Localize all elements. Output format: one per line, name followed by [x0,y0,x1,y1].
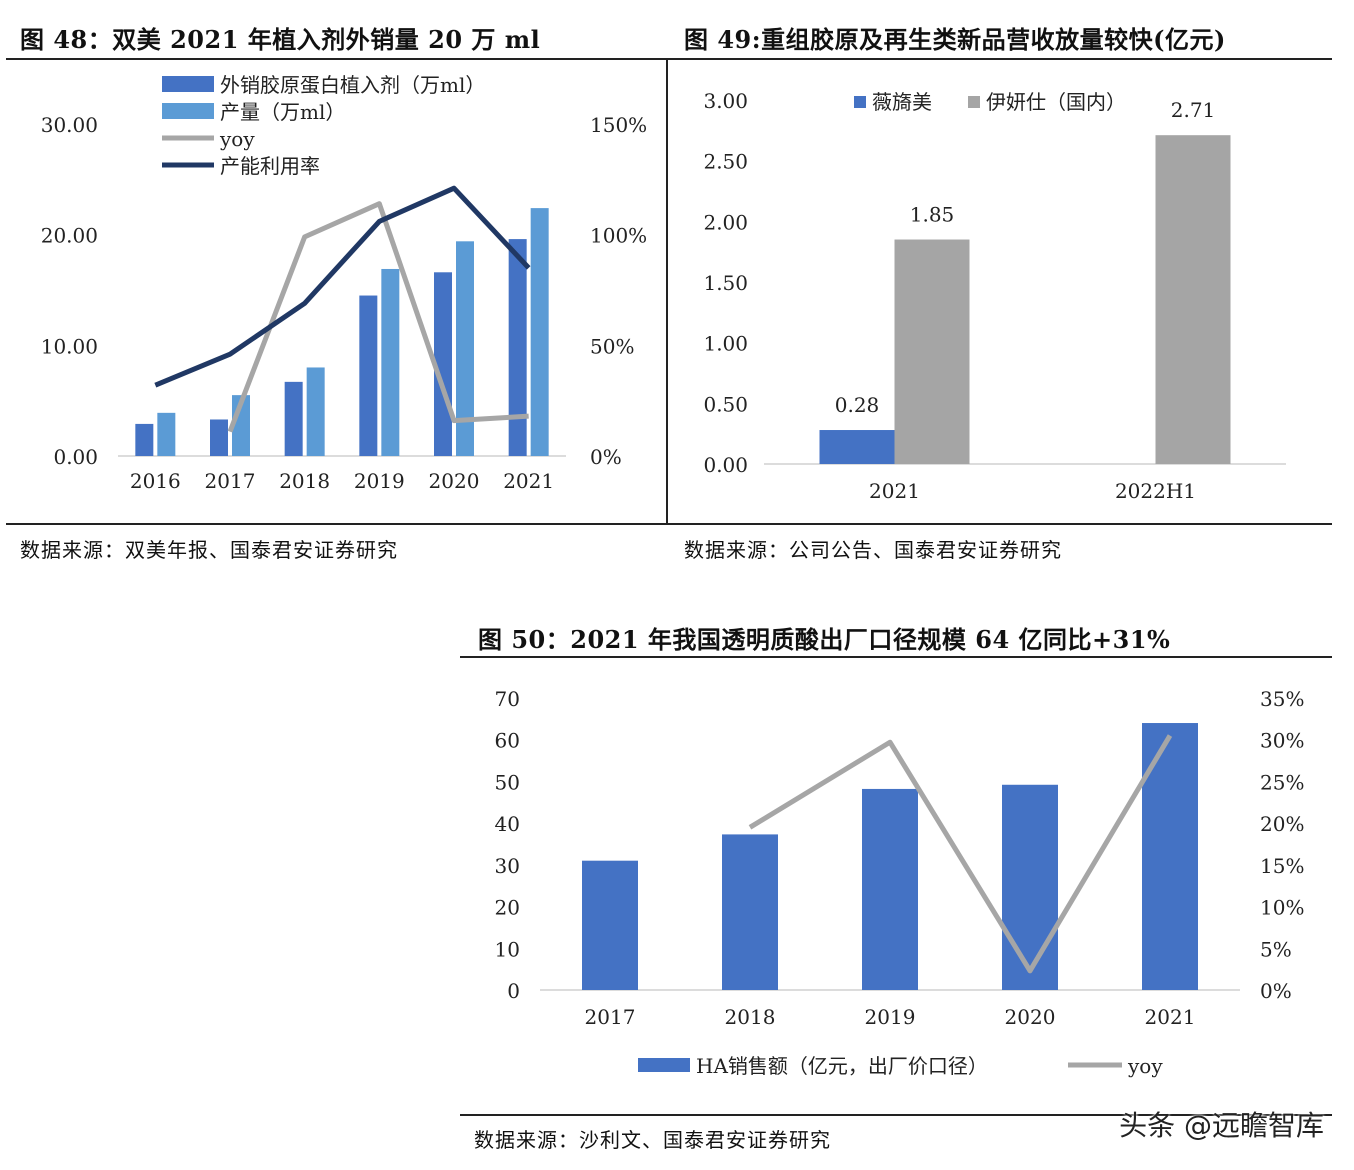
bar-0-4 [434,272,452,456]
legend-swatch-0 [854,96,866,108]
legend-label-0: HA销售额（亿元，出厂价口径） [696,1054,988,1078]
legend-label-3: 产能利用率 [220,154,320,178]
chart-50: 0 10 20 30 40 50 60 70 0% 5% 10% 15% 20% 25% 30% 35% 201… [495,687,1305,1078]
bar-0-0 [135,423,154,456]
y2-tick-label: 0% [1260,979,1292,1003]
mid-rule [6,523,1332,525]
y-tick-label: 1.00 [703,332,748,356]
y2-tick-label: 0% [590,445,622,469]
y-tick-label: 2.50 [703,150,748,174]
bar-1-2 [306,367,325,456]
x-tick-label: 2017 [585,1005,636,1029]
bar-0-1 [210,419,228,456]
x-tick-label: 2018 [279,469,330,493]
x-tick-label: 2017 [205,469,256,493]
y2-tick-label: 35% [1260,687,1304,711]
legend-label-2: yoy [219,127,255,151]
bar-0-3 [359,295,378,456]
figure-48-source: 数据来源：双美年报、国泰君安证券研究 [20,538,398,562]
y-tick-label: 40 [495,812,520,836]
y-tick-label: 50 [495,770,520,794]
legend-label-0: 薇旖美 [872,90,932,114]
legend-swatch-0 [638,1058,690,1072]
bar-1-0 [894,239,970,464]
bar-1-3 [381,268,400,456]
y-tick-label: 0.00 [53,445,98,469]
chart-49: 0.00 0.50 1.00 1.50 2.00 2.50 3.00 2021 2022H1 0.… [703,89,1286,503]
bar-0-0 [582,860,638,990]
figure-49-source: 数据来源：公司公告、国泰君安证券研究 [684,538,1062,562]
x-tick-label: 2020 [1005,1005,1056,1029]
figure-48-title: 图 48：双美 2021 年植入剂外销量 20 万 ml [20,25,541,54]
chart-48: 0.00 10.00 20.00 30.00 0% 50% 100% 150% 2016 2017… [41,73,647,493]
line-series-3 [154,185,531,388]
top-rule [6,58,1332,60]
y2-tick-label: 50% [590,334,634,358]
figure-50-title: 图 50：2021 年我国透明质酸出厂口径规模 64 亿同比+31% [478,625,1171,654]
y-tick-label: 0 [507,979,520,1003]
data-label-1-1: 2.71 [1171,98,1216,122]
bar-1-0 [157,412,176,456]
y-tick-label: 3.00 [703,89,748,113]
bar-0-0 [819,430,895,464]
bar-0-2 [284,381,303,456]
figure-50-source: 数据来源：沙利文、国泰君安证券研究 [474,1128,831,1152]
bar-1-1 [1155,135,1231,464]
y2-tick-label: 150% [590,113,647,137]
y-tick-label: 0.50 [703,392,748,416]
line-series-2 [227,201,529,433]
y-tick-label: 10 [495,937,520,961]
legend-label-1: yoy [1127,1054,1163,1078]
y2-tick-label: 5% [1260,937,1292,961]
y-tick-label: 2.00 [703,210,748,234]
x-tick-label: 2019 [865,1005,916,1029]
bar-0-1 [722,834,778,990]
y-tick-label: 30 [495,854,520,878]
y-tick-label: 20.00 [41,224,98,248]
y2-tick-label: 30% [1260,729,1304,753]
y-tick-label: 30.00 [41,113,98,137]
bar-0-4 [1142,723,1198,990]
bar-1-5 [530,208,549,456]
x-tick-label: 2021 [1145,1005,1196,1029]
x-tick-label: 2021 [503,469,554,493]
figure-50-bottom-rule [460,1114,1332,1116]
line-series-1 [748,734,1173,974]
legend-swatch-0 [162,76,214,92]
panel-divider [666,58,668,524]
bar-0-5 [508,239,527,456]
x-tick-label: 2019 [354,469,405,493]
y-tick-label: 0.00 [703,453,748,477]
legend-swatch-1 [968,96,980,108]
x-tick-label: 2018 [725,1005,776,1029]
y-tick-label: 60 [495,729,520,753]
y2-tick-label: 20% [1260,812,1304,836]
data-label-0-0: 0.28 [835,393,880,417]
y2-tick-label: 15% [1260,854,1304,878]
y2-tick-label: 25% [1260,770,1304,794]
x-tick-label: 2016 [130,469,181,493]
y-tick-label: 70 [495,687,520,711]
y2-tick-label: 100% [590,224,647,248]
figure-49-title: 图 49:重组胶原及再生类新品营收放量较快(亿元) [684,25,1226,54]
y-tick-label: 10.00 [41,334,98,358]
y-tick-label: 1.50 [703,271,748,295]
y-tick-label: 20 [495,896,520,920]
x-tick-label: 2022H1 [1115,479,1196,503]
bar-0-3 [1002,784,1058,990]
legend-label-1: 伊妍仕（国内） [986,90,1126,114]
x-tick-label: 2021 [869,479,920,503]
x-tick-label: 2020 [429,469,480,493]
bar-1-4 [456,241,474,456]
bar-0-2 [862,788,918,990]
legend-swatch-1 [162,103,214,119]
figure-50-top-rule [460,656,1332,658]
y2-tick-label: 10% [1260,896,1304,920]
legend-label-1: 产量（万ml） [220,100,345,124]
legend-label-0: 外销胶原蛋白植入剂（万ml） [220,73,485,97]
watermark: 头条 @远瞻智库 [1119,1109,1324,1142]
data-label-1-0: 1.85 [910,203,955,227]
